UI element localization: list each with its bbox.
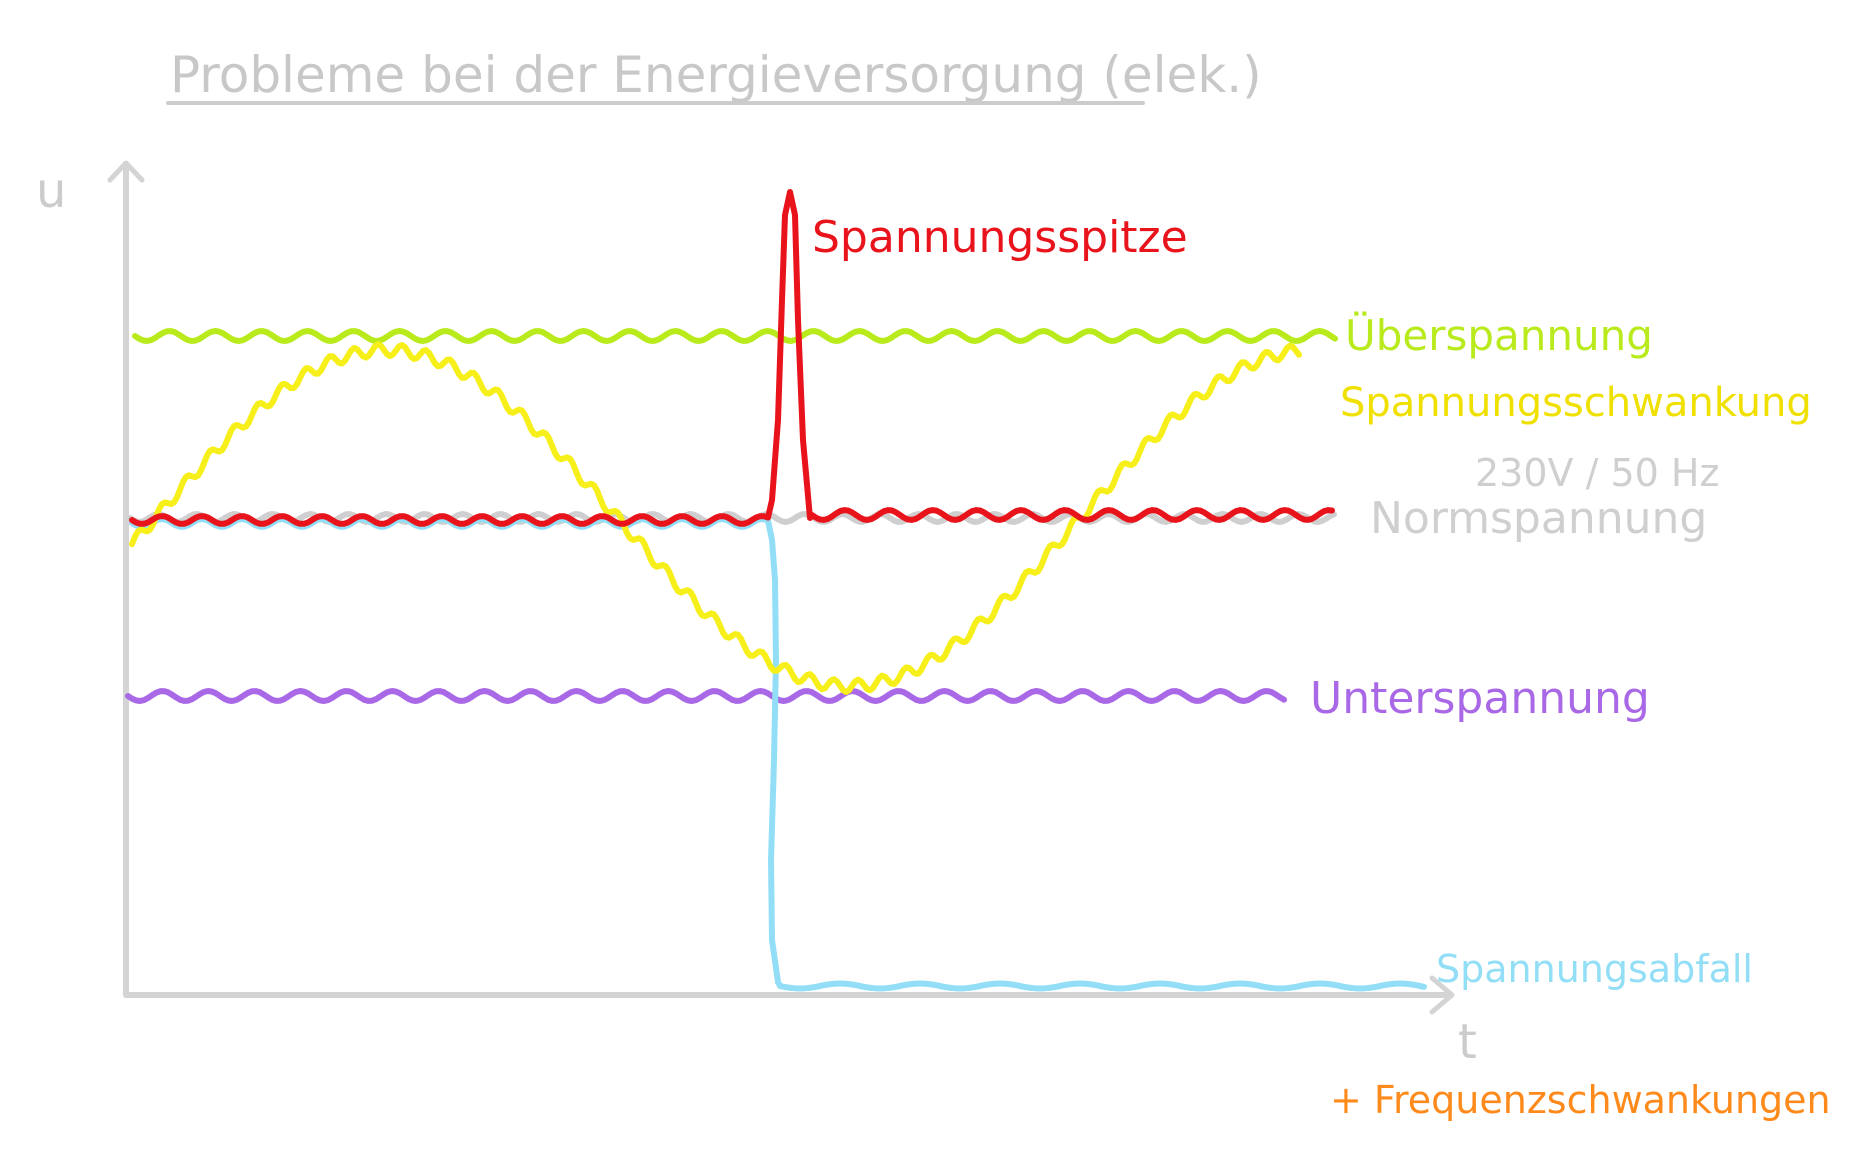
voltage-fluctuation-curve bbox=[129, 341, 1302, 695]
overvoltage-line bbox=[132, 328, 1338, 344]
voltage-drop-line bbox=[129, 516, 1427, 992]
overvoltage-label: Überspannung bbox=[1345, 310, 1653, 360]
y-axis-label: u bbox=[36, 163, 66, 219]
x-axis-label: t bbox=[1458, 1014, 1477, 1070]
spike-label: Spannungsspitze bbox=[812, 212, 1188, 263]
voltage-drop-label: Spannungsabfall bbox=[1436, 947, 1753, 991]
undervoltage-label: Unterspannung bbox=[1310, 673, 1650, 724]
frequency-fluctuation-label: + Frequenzschwankungen bbox=[1330, 1078, 1831, 1122]
norm-voltage-label: Normspannung bbox=[1370, 493, 1707, 544]
x-axis-arrow bbox=[1429, 975, 1455, 1015]
undervoltage-line bbox=[125, 688, 1287, 704]
y-axis-arrow bbox=[107, 160, 145, 183]
diagram-title: Probleme bei der Energieversorgung (elek… bbox=[170, 46, 1262, 104]
rating-label: 230V / 50 Hz bbox=[1475, 451, 1719, 495]
axes: u t bbox=[36, 160, 1477, 1070]
fluctuation-label: Spannungsschwankung bbox=[1340, 380, 1812, 426]
voltage-spike-curve bbox=[129, 189, 1335, 527]
